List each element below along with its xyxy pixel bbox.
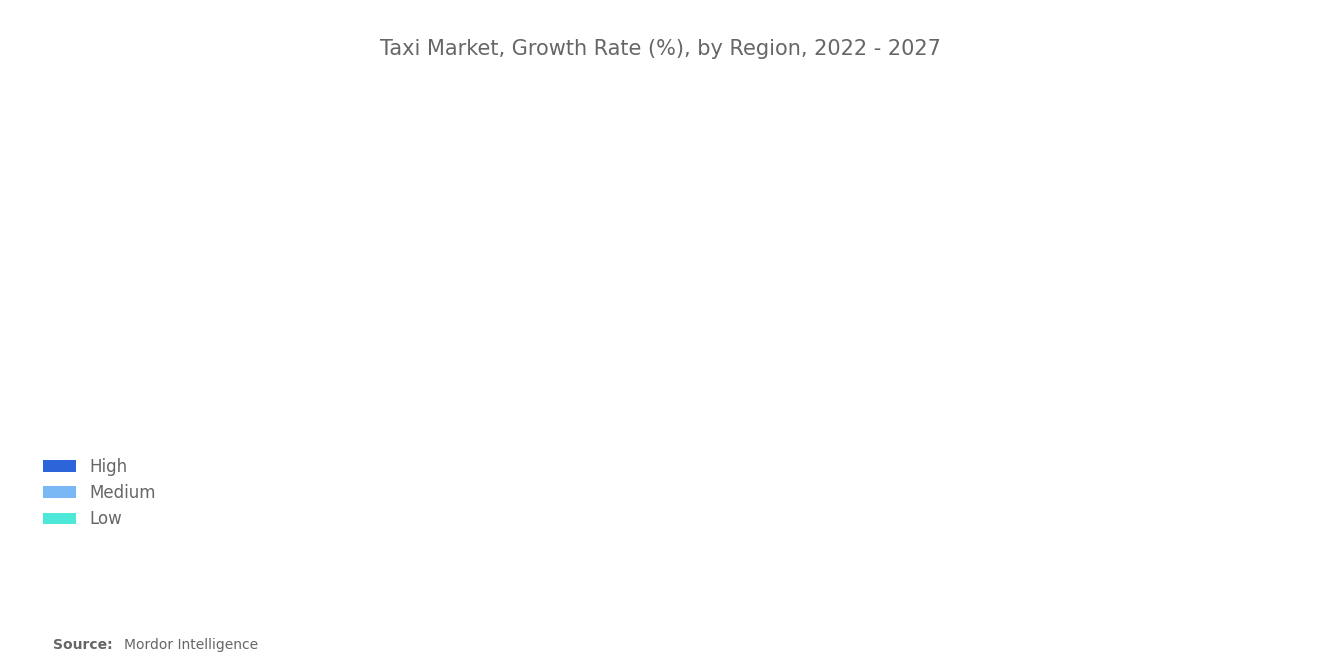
Text: Mordor Intelligence: Mordor Intelligence [124,638,259,652]
Text: Source:: Source: [53,638,112,652]
Title: Taxi Market, Growth Rate (%), by Region, 2022 - 2027: Taxi Market, Growth Rate (%), by Region,… [380,39,940,59]
Legend: High, Medium, Low: High, Medium, Low [36,451,162,535]
